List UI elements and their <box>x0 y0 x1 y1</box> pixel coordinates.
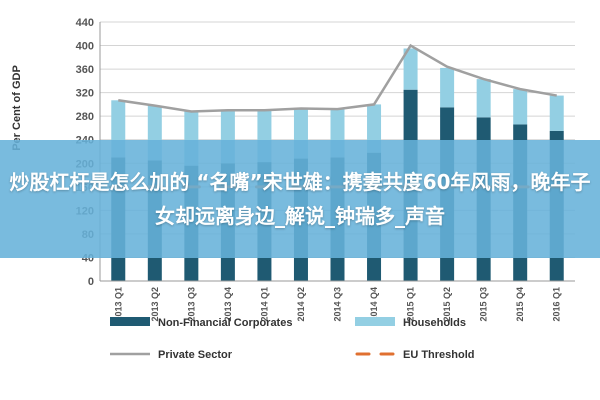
bar-households <box>440 67 455 108</box>
bar-households <box>476 79 491 118</box>
y-tick-label: 360 <box>76 64 94 76</box>
x-tick-label: 2014 Q2 <box>296 287 306 322</box>
watermark-banner: 炒股杠杆是怎么加的 “名嘴”宋世雄：携妻共度60年风雨，晚年子女却远离身边_解说… <box>0 140 600 258</box>
y-tick-label: 0 <box>88 276 94 288</box>
bar-households <box>403 48 418 90</box>
legend-swatch <box>110 317 150 326</box>
y-tick-label: 280 <box>76 111 94 123</box>
x-tick-label: 2015 Q3 <box>479 287 489 322</box>
x-tick-label: 2013 Q1 <box>113 287 123 322</box>
x-tick-label: 2013 Q2 <box>150 287 160 322</box>
legend-label: Non-Financial Corporates <box>158 317 292 329</box>
x-tick-label: 2014 Q3 <box>333 287 343 322</box>
x-tick-label: 2013 Q3 <box>186 287 196 322</box>
x-tick-label: 2015 Q2 <box>442 287 452 322</box>
legend-label: Households <box>403 317 466 329</box>
y-axis-label: Per Cent of GDP <box>11 65 23 151</box>
y-tick-label: 440 <box>76 17 94 29</box>
legend-label: Private Sector <box>158 349 233 361</box>
legend-swatch <box>355 317 395 326</box>
x-tick-label: 2015 Q1 <box>406 287 416 322</box>
x-tick-label: 2014 Q4 <box>369 287 379 322</box>
legend: Non-Financial Corporates Households Privat… <box>110 317 475 361</box>
x-tick-label: 2016 Q1 <box>552 287 562 322</box>
banner-text: 炒股杠杆是怎么加的 “名嘴”宋世雄：携妻共度60年风雨，晚年子女却远离身边_解说… <box>9 170 591 228</box>
legend-label: EU Threshold <box>403 349 475 361</box>
y-tick-label: 400 <box>76 41 94 53</box>
bar-households <box>513 89 528 125</box>
x-tick-label: 2014 Q1 <box>259 287 269 322</box>
x-tick-label: 2013 Q4 <box>223 287 233 322</box>
x-tick-label: 2015 Q4 <box>515 287 525 322</box>
y-tick-label: 320 <box>76 88 94 100</box>
line-private-sector <box>118 43 557 113</box>
bar-households <box>549 95 564 131</box>
